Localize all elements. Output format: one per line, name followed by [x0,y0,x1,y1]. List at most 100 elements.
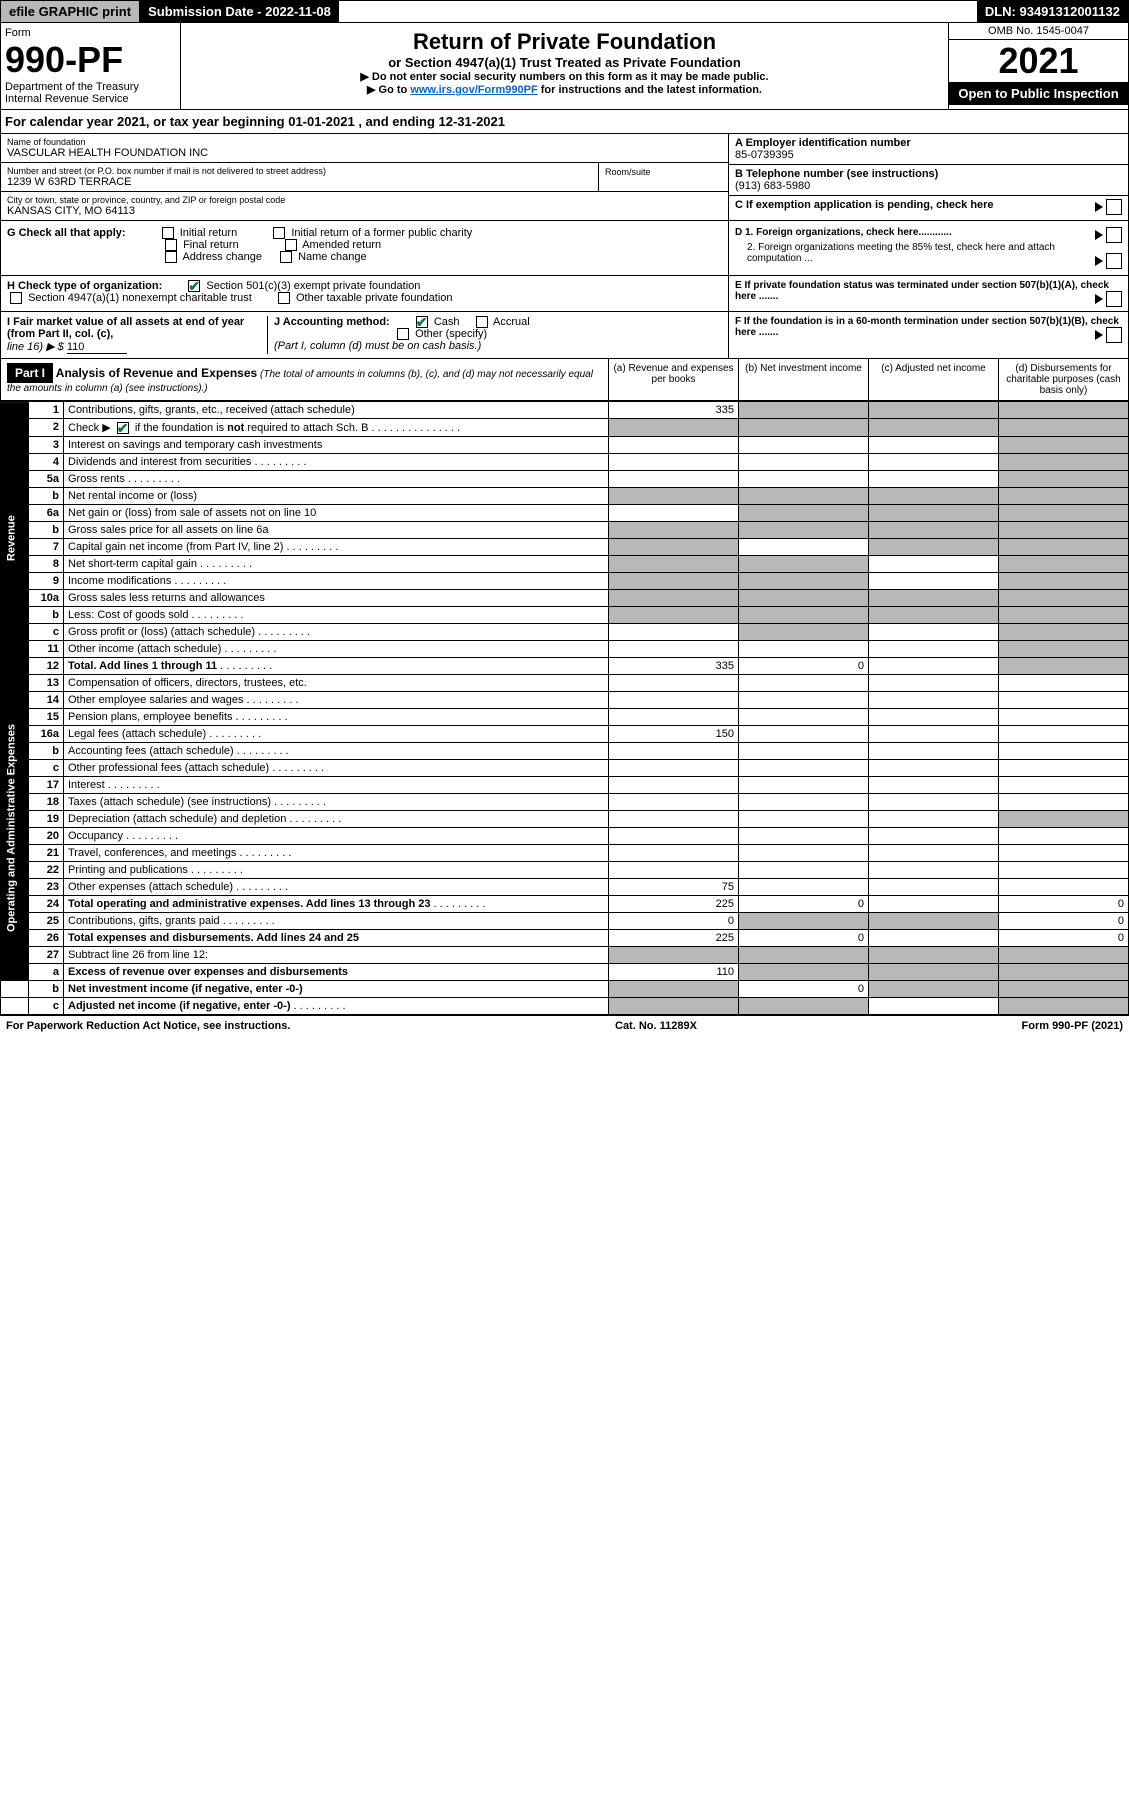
checkbox-f[interactable] [1106,327,1122,343]
note-goto: ▶ Go to www.irs.gov/Form990PF for instru… [187,83,942,96]
header-mid: Return of Private Foundation or Section … [181,23,948,109]
checkbox-e[interactable] [1106,291,1122,307]
table-row: 22Printing and publications [1,862,1129,879]
table-row: 20Occupancy [1,828,1129,845]
footer-left: For Paperwork Reduction Act Notice, see … [6,1020,290,1032]
part1-header: Part I Analysis of Revenue and Expenses … [0,359,1129,401]
top-bar: efile GRAPHIC print Submission Date - 20… [0,0,1129,23]
table-row: 19Depreciation (attach schedule) and dep… [1,811,1129,828]
table-row: 15Pension plans, employee benefits [1,709,1129,726]
table-row: 5aGross rents [1,471,1129,488]
table-row: bNet investment income (if negative, ent… [1,981,1129,998]
table-row: 18Taxes (attach schedule) (see instructi… [1,794,1129,811]
table-row: 25Contributions, gifts, grants paid00 [1,913,1129,930]
phone-cell: B Telephone number (see instructions) (9… [729,165,1128,196]
form-word: Form [5,27,176,39]
arrow-icon [1095,256,1103,266]
table-row: 10aGross sales less returns and allowanc… [1,590,1129,607]
checkbox-initial[interactable] [162,227,174,239]
table-row: bLess: Cost of goods sold [1,607,1129,624]
submission-date: Submission Date - 2022-11-08 [140,1,339,22]
fmv-value: 110 [67,341,127,354]
checkbox-accrual[interactable] [476,316,488,328]
open-public: Open to Public Inspection [949,82,1128,105]
part1-table: Revenue 1Contributions, gifts, grants, e… [0,401,1129,1015]
efile-print-button[interactable]: efile GRAPHIC print [1,1,140,22]
table-row: 3Interest on savings and temporary cash … [1,437,1129,454]
form-title: Return of Private Foundation [187,29,942,55]
checkbox-other-method[interactable] [397,328,409,340]
dln: DLN: 93491312001132 [977,1,1128,22]
table-row: 4Dividends and interest from securities [1,454,1129,471]
header-left: Form 990-PF Department of the Treasury I… [1,23,181,109]
section-i-j-f: I Fair market value of all assets at end… [0,312,1129,359]
irs-link[interactable]: www.irs.gov/Form990PF [410,84,537,96]
irs: Internal Revenue Service [5,93,176,105]
foundation-name-cell: Name of foundation VASCULAR HEALTH FOUND… [1,134,728,163]
table-row: cAdjusted net income (if negative, enter… [1,998,1129,1015]
checkbox-amended[interactable] [285,239,297,251]
table-row: 9Income modifications [1,573,1129,590]
e-section: E If private foundation status was termi… [728,276,1128,311]
table-row: 14Other employee salaries and wages [1,692,1129,709]
checkbox-c[interactable] [1106,199,1122,215]
checkbox-name-change[interactable] [280,251,292,263]
header-right: OMB No. 1545-0047 2021 Open to Public In… [948,23,1128,109]
table-row: 8Net short-term capital gain [1,556,1129,573]
calendar-year: For calendar year 2021, or tax year begi… [0,110,1129,134]
checkbox-final[interactable] [165,239,177,251]
arrow-icon [1095,330,1103,340]
table-row: 27Subtract line 26 from line 12: [1,947,1129,964]
h-section: H Check type of organization: Section 50… [1,276,728,311]
d-foreign: D 1. Foreign organizations, check here..… [728,221,1128,275]
i-section: I Fair market value of all assets at end… [7,316,267,354]
table-row: 21Travel, conferences, and meetings [1,845,1129,862]
table-row: bGross sales price for all assets on lin… [1,522,1129,539]
table-row: 23Other expenses (attach schedule)75 [1,879,1129,896]
table-row: 11Other income (attach schedule) [1,641,1129,658]
col-b-header: (b) Net investment income [738,359,868,400]
table-row: cOther professional fees (attach schedul… [1,760,1129,777]
form-header: Form 990-PF Department of the Treasury I… [0,23,1129,110]
ein-cell: A Employer identification number 85-0739… [729,134,1128,165]
checkbox-initial-former[interactable] [273,227,285,239]
expenses-label: Operating and Administrative Expenses [1,675,29,981]
city-cell: City or town, state or province, country… [1,192,728,220]
table-row: 2Check ▶ if the foundation is not requir… [1,419,1129,437]
table-row: 12Total. Add lines 1 through 113350 [1,658,1129,675]
form-subtitle: or Section 4947(a)(1) Trust Treated as P… [187,55,942,70]
table-row: 26Total expenses and disbursements. Add … [1,930,1129,947]
table-row: 6aNet gain or (loss) from sale of assets… [1,505,1129,522]
checkbox-other-taxable[interactable] [278,292,290,304]
table-row: aExcess of revenue over expenses and dis… [1,964,1129,981]
table-row: bNet rental income or (loss) [1,488,1129,505]
section-h-e: H Check type of organization: Section 50… [0,276,1129,312]
checkbox-d2[interactable] [1106,253,1122,269]
col-d-header: (d) Disbursements for charitable purpose… [998,359,1128,400]
room-suite: Room/suite [598,163,728,191]
table-row: cGross profit or (loss) (attach schedule… [1,624,1129,641]
part1-label: Part I [7,363,53,383]
table-row: Revenue 1Contributions, gifts, grants, e… [1,402,1129,419]
exemption-pending-cell: C If exemption application is pending, c… [729,196,1128,214]
revenue-label: Revenue [1,402,29,675]
checkbox-addr-change[interactable] [165,251,177,263]
col-a-header: (a) Revenue and expenses per books [608,359,738,400]
checkbox-schb[interactable] [117,422,129,434]
section-g-d: G Check all that apply: Initial return I… [0,221,1129,276]
dept-treasury: Department of the Treasury [5,81,176,93]
arrow-icon [1095,202,1103,212]
address-cell: Number and street (or P.O. box number if… [1,163,728,192]
tax-year: 2021 [949,40,1128,82]
checkbox-d1[interactable] [1106,227,1122,243]
table-row: 17Interest [1,777,1129,794]
table-row: 16aLegal fees (attach schedule)150 [1,726,1129,743]
checkbox-cash[interactable] [416,316,428,328]
checkbox-501c3[interactable] [188,280,200,292]
page-footer: For Paperwork Reduction Act Notice, see … [0,1015,1129,1036]
note-ssn: ▶ Do not enter social security numbers o… [187,70,942,83]
footer-mid: Cat. No. 11289X [615,1020,697,1032]
checkbox-4947[interactable] [10,292,22,304]
table-row: bAccounting fees (attach schedule) [1,743,1129,760]
table-row: Operating and Administrative Expenses 13… [1,675,1129,692]
